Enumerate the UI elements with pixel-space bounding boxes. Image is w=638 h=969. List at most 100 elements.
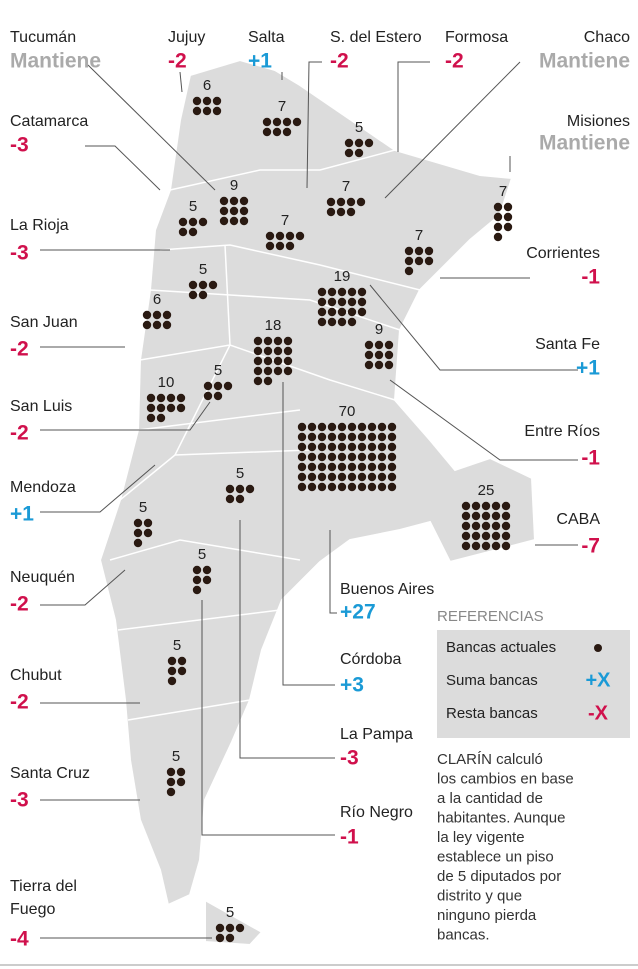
- seat-dot: [357, 287, 367, 297]
- seat-dot: [367, 442, 377, 452]
- seat-dot: [357, 472, 367, 482]
- seat-count: 9: [375, 321, 383, 338]
- seat-dot: [471, 541, 481, 551]
- seat-dot: [374, 350, 384, 360]
- leader-line: [85, 145, 161, 191]
- seat-dot: [344, 138, 354, 148]
- seat-dot: [364, 360, 374, 370]
- seat-dot: [317, 287, 327, 297]
- seat-dot: [387, 442, 397, 452]
- seat-dot: [229, 196, 239, 206]
- seat-count: 5: [173, 637, 181, 654]
- seat-dot: [307, 482, 317, 492]
- seat-dot: [357, 432, 367, 442]
- seat-change: -2: [330, 50, 349, 73]
- province-name: Santa Fe: [535, 336, 600, 353]
- seat-change: +1: [10, 503, 34, 526]
- seat-dot: [273, 366, 283, 376]
- note-line: habitantes. Aunque: [437, 809, 565, 826]
- seat-dot: [503, 212, 513, 222]
- seat-dot: [198, 290, 208, 300]
- seat-dot: [292, 117, 302, 127]
- seat-dot: [326, 197, 336, 207]
- seat-dot: [327, 462, 337, 472]
- seat-dot: [192, 96, 202, 106]
- seat-dot: [503, 222, 513, 232]
- seat-count: 5: [189, 198, 197, 215]
- seat-dot: [198, 280, 208, 290]
- seat-change: -3: [10, 789, 29, 812]
- seat-dot: [203, 391, 213, 401]
- seat-count: 10: [158, 374, 175, 391]
- seat-dot: [283, 346, 293, 356]
- province-name: Río Negro: [340, 804, 413, 821]
- seat-dot: [461, 531, 471, 541]
- legend-label: Suma bancas: [446, 672, 538, 689]
- seat-dot: [253, 376, 263, 386]
- province-name: Tucumán: [10, 29, 76, 46]
- seat-dot: [337, 287, 347, 297]
- seat-dot: [461, 511, 471, 521]
- seat-count: 6: [203, 77, 211, 94]
- seat-dot: [223, 381, 233, 391]
- seat-dot: [337, 317, 347, 327]
- leader-line: [201, 600, 335, 836]
- seat-dot: [347, 472, 357, 482]
- province-name: Salta: [248, 29, 285, 46]
- seat-dot: [178, 217, 188, 227]
- seat-dot: [317, 432, 327, 442]
- seat-dot: [265, 231, 275, 241]
- seat-dot: [357, 297, 367, 307]
- province-name: Formosa: [445, 29, 508, 46]
- seat-dot: [285, 241, 295, 251]
- seat-dot: [219, 216, 229, 226]
- province-name: San Juan: [10, 314, 78, 331]
- seat-dot: [461, 501, 471, 511]
- province-name: Santa Cruz: [10, 765, 90, 782]
- leader-line: [369, 284, 578, 371]
- province-name: Chubut: [10, 667, 62, 684]
- seat-dot: [235, 484, 245, 494]
- seat-dot: [273, 346, 283, 356]
- leader-line: [397, 61, 430, 152]
- leader-line: [306, 61, 322, 189]
- seat-dot: [166, 777, 176, 787]
- legend-symbol: -X: [588, 702, 609, 724]
- seat-dot: [327, 442, 337, 452]
- seat-dot: [471, 501, 481, 511]
- seat-dot: [273, 356, 283, 366]
- seat-dot: [283, 356, 293, 366]
- seat-dot: [265, 241, 275, 251]
- seat-dot: [347, 432, 357, 442]
- seat-dot: [347, 452, 357, 462]
- seat-dot: [501, 521, 511, 531]
- seat-count: 7: [342, 178, 350, 195]
- seat-dot: [225, 494, 235, 504]
- seat-dot: [253, 336, 263, 346]
- seat-dot: [347, 297, 357, 307]
- seat-dot: [297, 482, 307, 492]
- seat-dot: [229, 216, 239, 226]
- seat-dot: [327, 432, 337, 442]
- seat-dot: [337, 307, 347, 317]
- seat-dot: [297, 432, 307, 442]
- seat-dot: [317, 317, 327, 327]
- leader-line: [384, 61, 521, 199]
- seat-dot: [377, 462, 387, 472]
- seat-dot: [346, 207, 356, 217]
- seat-dot: [347, 442, 357, 452]
- seat-dot: [176, 767, 186, 777]
- seat-change: +27: [340, 601, 376, 624]
- seat-dot: [176, 777, 186, 787]
- seat-change: Mantiene: [539, 50, 630, 73]
- seat-dot: [364, 138, 374, 148]
- province-name: Entre Ríos: [524, 423, 600, 440]
- seat-dot: [177, 666, 187, 676]
- seat-count: 5: [355, 119, 363, 136]
- seat-change: -1: [581, 266, 600, 289]
- seat-dot: [471, 521, 481, 531]
- seat-dot: [387, 472, 397, 482]
- seat-dot: [327, 482, 337, 492]
- seat-dot: [177, 656, 187, 666]
- seat-dot: [377, 432, 387, 442]
